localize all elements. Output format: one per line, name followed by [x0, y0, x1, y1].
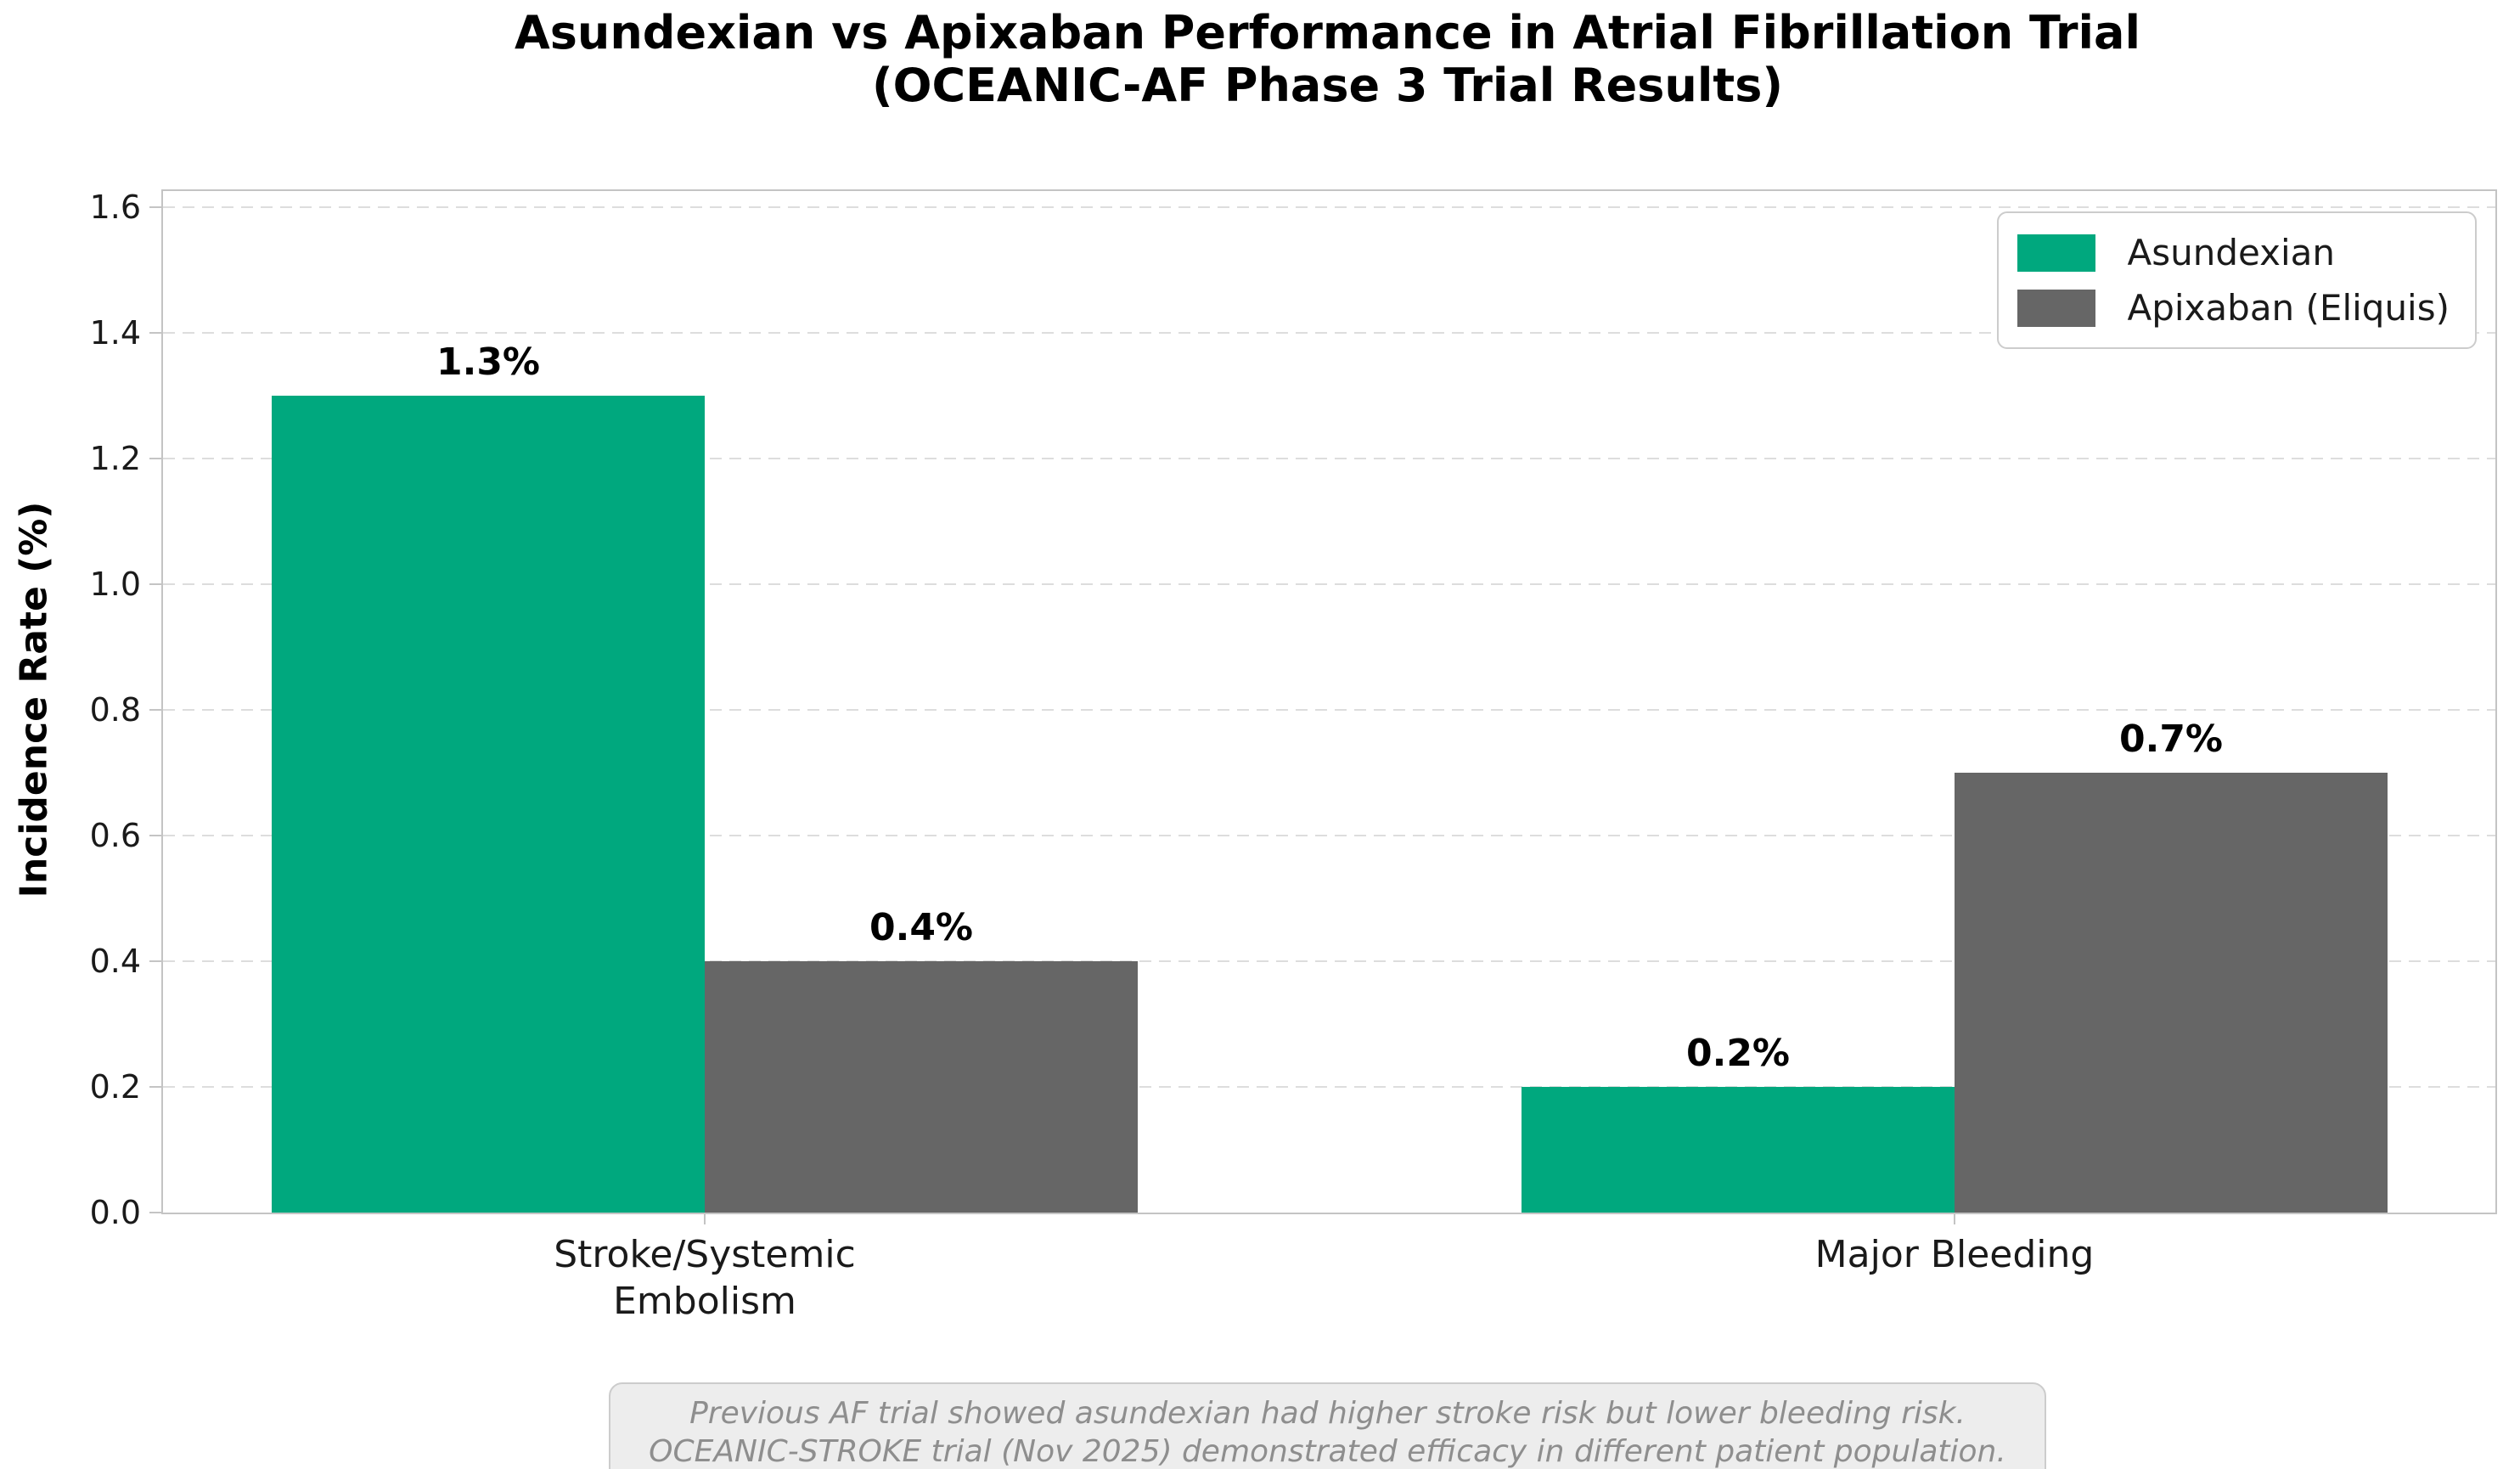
x-tick-mark — [704, 1213, 706, 1224]
y-tick-label: 0.8 — [89, 690, 141, 729]
y-tick-label: 0.2 — [89, 1067, 141, 1106]
x-tick-mark — [1954, 1213, 1955, 1224]
y-tick-label: 1.0 — [89, 565, 141, 603]
legend-swatch — [2017, 234, 2095, 272]
legend-item: Apixaban (Eliquis) — [2017, 287, 2450, 329]
y-tick-label: 1.4 — [89, 313, 141, 352]
bar-value-label: 1.3% — [436, 340, 541, 384]
legend-label: Asundexian — [2127, 232, 2336, 273]
legend-label: Apixaban (Eliquis) — [2127, 287, 2450, 329]
x-tick-label: Major Bleeding — [1814, 1233, 2095, 1276]
y-axis-label: Incidence Rate (%) — [12, 501, 56, 898]
gridline — [163, 583, 2495, 585]
gridline — [163, 331, 2495, 334]
gridline — [163, 834, 2495, 836]
y-tick-mark — [149, 960, 161, 962]
bar-value-label: 0.4% — [869, 905, 974, 949]
chart-title: Asundexian vs Apixaban Performance in At… — [514, 6, 2141, 112]
footnote-text: Previous AF trial showed asundexian had … — [649, 1396, 2006, 1469]
bar-asundexian — [272, 395, 705, 1213]
legend-item: Asundexian — [2017, 232, 2450, 273]
y-tick-label: 1.6 — [89, 188, 141, 226]
y-tick-mark — [149, 708, 161, 711]
bar-asundexian — [1522, 1086, 1955, 1213]
x-tick-label: Stroke/Systemic Embolism — [554, 1233, 856, 1323]
bar-value-label: 0.2% — [1685, 1031, 1791, 1075]
gridline — [163, 457, 2495, 459]
y-tick-mark — [149, 331, 161, 334]
gridline — [163, 1085, 2495, 1088]
plot-area: Asundexian Apixaban (Eliquis) 0.0 0.2 0.4 0.… — [90, 189, 2497, 1323]
bar-apixaban-eliquis — [705, 960, 1138, 1213]
y-tick-mark — [149, 1085, 161, 1088]
legend-swatch — [2017, 289, 2095, 327]
gridline — [163, 708, 2495, 711]
y-tick-mark — [149, 583, 161, 585]
y-tick-mark — [149, 1212, 161, 1213]
y-tick-mark — [149, 457, 161, 459]
bar-value-label: 0.7% — [2118, 717, 2224, 761]
y-tick-mark — [149, 834, 161, 836]
gridline — [163, 205, 2495, 208]
footnote-box: Previous AF trial showed asundexian had … — [609, 1382, 2046, 1469]
y-tick-label: 0.0 — [89, 1194, 141, 1231]
y-tick-label: 0.4 — [89, 942, 141, 980]
y-tick-mark — [149, 205, 161, 208]
gridline — [163, 960, 2495, 962]
bar-apixaban-eliquis — [1955, 772, 2388, 1213]
legend: Asundexian Apixaban (Eliquis) — [1996, 211, 2477, 349]
y-tick-label: 1.2 — [89, 439, 141, 477]
y-tick-label: 0.6 — [89, 816, 141, 854]
